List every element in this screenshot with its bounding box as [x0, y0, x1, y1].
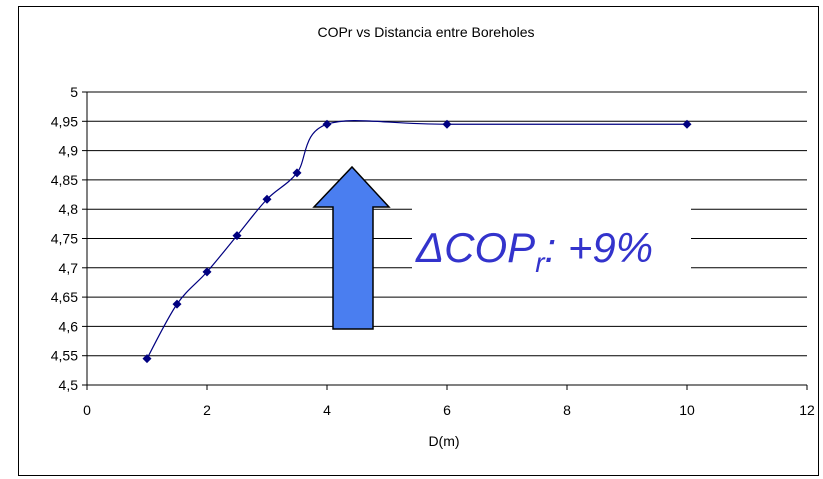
chart-title: COPr vs Distancia entre Boreholes [317, 24, 534, 40]
y-tick-label: 5 [70, 84, 78, 100]
x-tick-label: 2 [203, 402, 211, 418]
data-point [232, 231, 242, 241]
data-point [442, 119, 452, 129]
x-tick-label: 0 [83, 402, 91, 418]
y-tick-label: 4,5 [59, 377, 79, 393]
data-point [682, 119, 692, 129]
data-point [142, 354, 152, 364]
y-tick-label: 4,85 [51, 172, 78, 188]
x-tick-label: 10 [679, 402, 695, 418]
annotations: ΔCOPr: +9% [312, 165, 691, 330]
y-tick-label: 4,7 [59, 260, 79, 276]
x-tick-label: 6 [443, 402, 451, 418]
data-point [292, 168, 302, 178]
x-tick-label: 4 [323, 402, 331, 418]
annotation-box [412, 198, 691, 280]
y-tick-label: 4,6 [59, 318, 79, 334]
axes [82, 91, 808, 390]
y-tick-label: 4,65 [51, 289, 78, 305]
data-point [202, 267, 212, 277]
series [142, 119, 692, 364]
data-point [262, 194, 272, 204]
up-arrow-icon [312, 165, 391, 330]
y-tick-label: 4,8 [59, 201, 79, 217]
tick-labels: 4,5 4,55 4,6 4,65 4,7 4,75 4,8 4,85 4,9 4,95 5 0 2 4 6… [51, 84, 815, 418]
y-tick-label: 4,75 [51, 231, 78, 247]
y-tick-label: 4,9 [59, 143, 79, 159]
x-tick-label: 12 [799, 402, 815, 418]
data-point [322, 119, 332, 129]
y-tick-label: 4,95 [51, 113, 78, 129]
x-tick-label: 8 [563, 402, 571, 418]
delta-cop-annotation: ΔCOPr: +9% [415, 224, 653, 278]
data-point [172, 299, 182, 309]
series-line [146, 120, 687, 359]
y-tick-label: 4,55 [51, 348, 78, 364]
x-axis-label: D(m) [428, 433, 459, 449]
